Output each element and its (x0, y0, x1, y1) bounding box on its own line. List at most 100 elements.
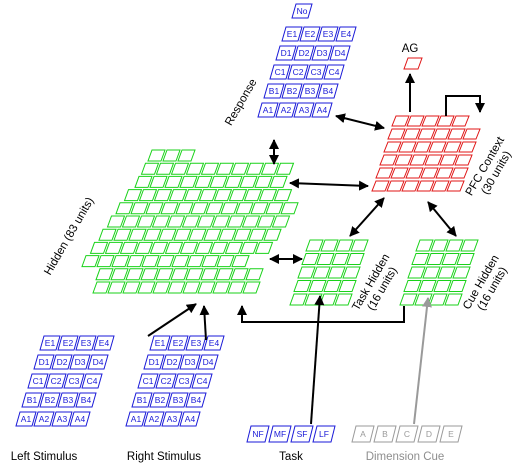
stimulus-unit-label: A4 (75, 414, 86, 424)
task-hidden-unit (308, 280, 327, 292)
hidden-unit (140, 162, 160, 175)
dimension-cue-unit (373, 425, 397, 443)
stimulus-unit-label: C2 (51, 376, 62, 386)
stimulus-unit-label: E3 (191, 338, 202, 348)
task-unit-label: SF (297, 429, 308, 439)
response-unit-label: A4 (317, 105, 328, 115)
cue-hidden-unit (429, 293, 448, 306)
stimulus-unit-label: B3 (173, 395, 184, 405)
hidden-unit (196, 215, 216, 228)
hidden-unit (273, 189, 293, 202)
cue-hidden-unit (452, 266, 471, 279)
response-unit (257, 102, 279, 118)
dimension-cue-unit-label: C (404, 429, 410, 439)
dimension-cue-unit (395, 425, 419, 443)
task-unit-label: LF (319, 429, 329, 439)
hidden-unit (143, 228, 162, 241)
cue-hidden-unit (441, 253, 460, 265)
hidden-unit (162, 149, 181, 162)
hidden-unit (226, 215, 246, 228)
stimulus-unit (69, 354, 91, 370)
hidden-unit (95, 268, 114, 281)
left-stimulus-label: Left Stimulus (11, 451, 78, 463)
response-unit (287, 64, 309, 80)
response-unit-label: A3 (299, 105, 310, 115)
stimulus-unit-label: D2 (167, 357, 178, 367)
hidden-layer-grid (81, 149, 299, 294)
hidden-unit (243, 189, 263, 202)
pfc-unit (436, 115, 455, 127)
stimulus-unit (39, 335, 61, 351)
response-unit-label: B3 (305, 86, 316, 96)
response-unit (317, 83, 339, 99)
hidden-unit (269, 175, 288, 188)
stimulus-unit (51, 411, 73, 427)
pfc-unit (432, 128, 451, 140)
pfc-unit (454, 154, 473, 166)
task-hidden-unit (319, 293, 338, 306)
stimulus-unit-label: E1 (155, 338, 166, 348)
stimulus-unit (185, 335, 207, 351)
stimulus-unit (197, 354, 219, 370)
hidden-unit (106, 215, 126, 228)
stimulus-unit (137, 373, 159, 389)
hidden-unit (164, 175, 183, 188)
response-unit-label: D2 (299, 48, 310, 58)
connections (147, 73, 485, 425)
pfc-unit (447, 128, 466, 140)
stimulus-unit-label: C1 (143, 376, 154, 386)
cue-hidden-unit (433, 280, 452, 292)
hidden-unit (149, 241, 169, 254)
hidden-unit (254, 241, 274, 254)
hidden-unit (190, 202, 209, 215)
hidden-unit (215, 162, 235, 175)
stimulus-unit-label: C4 (87, 376, 98, 386)
task-hidden-unit (301, 253, 320, 265)
cue-hidden-unit (407, 266, 426, 279)
hidden-unit (115, 202, 134, 215)
hidden-unit (220, 202, 239, 215)
hidden-unit (228, 189, 248, 202)
stimulus-unit (179, 411, 201, 427)
task-unit (290, 425, 314, 443)
stimulus-unit-label: A3 (167, 414, 178, 424)
pfc-unit (450, 167, 469, 179)
hidden-unit (168, 189, 188, 202)
task-hidden-unit (327, 266, 346, 279)
pfc-unit (443, 141, 462, 153)
pfc-unit (386, 180, 405, 192)
hidden-unit (111, 255, 130, 268)
stimulus-unit-label: D4 (93, 357, 104, 367)
stimulus-unit-label: A2 (149, 414, 160, 424)
pfc-unit (375, 167, 394, 179)
stimulus-unit (15, 411, 37, 427)
hidden-unit (125, 268, 144, 281)
stimulus-unit (27, 373, 49, 389)
stimulus-unit-label: B4 (191, 395, 202, 405)
hidden-unit (209, 175, 228, 188)
stimulus-unit (161, 411, 183, 427)
hidden-unit (216, 255, 235, 268)
stimulus-unit-label: A1 (131, 414, 142, 424)
stimulus-unit (149, 392, 171, 408)
hidden-unit (218, 228, 237, 241)
response-unit-label: E4 (341, 29, 352, 39)
hidden-unit (89, 241, 109, 254)
arrow-response-pfc (335, 113, 385, 131)
task-hidden-unit (342, 266, 361, 279)
task-unit (312, 425, 336, 443)
stimulus-unit (125, 411, 147, 427)
response-unit (269, 64, 291, 80)
response-unit (323, 64, 345, 80)
hidden-unit (241, 215, 261, 228)
hidden-unit (260, 162, 280, 175)
hidden-unit (156, 255, 175, 268)
stimulus-unit-label: C4 (197, 376, 208, 386)
hidden-unit (205, 202, 224, 215)
arrow-pfc-recurrent (445, 95, 485, 116)
dimension-cue-label: Dimension Cue (366, 451, 445, 463)
stimulus-unit (57, 392, 79, 408)
cue-hidden-unit (418, 280, 437, 292)
stimulus-unit-label: D2 (57, 357, 68, 367)
arrow-cuehidden-hidden (237, 305, 405, 323)
